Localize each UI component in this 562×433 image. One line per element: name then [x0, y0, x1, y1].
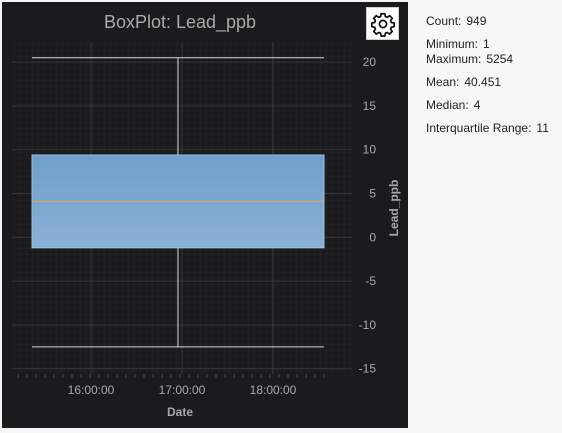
- y-tick-label: -10: [359, 318, 377, 332]
- stat-maximum-value: 5254: [486, 52, 514, 66]
- x-tick-label: 18:00:00: [250, 383, 297, 397]
- stat-minimum-label: Minimum:: [426, 37, 479, 51]
- stat-iqr-label: Interquartile Range:: [426, 121, 532, 135]
- box-plot-chart: -15 -10 -5 0 5 10 15 20 16:00:00 17:00:00 18:00:0…: [12, 12, 401, 419]
- y-tick-label: 0: [369, 230, 376, 244]
- x-tick-label: 16:00:00: [68, 383, 115, 397]
- x-axis-label: Date: [167, 405, 193, 419]
- stat-minimum: Minimum: 1: [426, 37, 549, 52]
- stat-maximum-label: Maximum:: [426, 52, 482, 66]
- settings-button[interactable]: [366, 7, 399, 40]
- y-tick-label: 10: [363, 143, 377, 157]
- stat-mean-value: 40.451: [464, 75, 502, 89]
- stat-count: Count: 949: [426, 14, 549, 29]
- y-tick-label: -15: [359, 362, 377, 376]
- y-tick-label: 5: [369, 187, 376, 201]
- stat-median-value: 4: [473, 98, 481, 112]
- x-minor-ticks: [17, 374, 325, 378]
- stat-maximum: Maximum: 5254: [426, 52, 549, 67]
- stat-minimum-value: 1: [483, 37, 490, 51]
- gear-icon: [370, 12, 395, 37]
- stat-median-label: Median:: [426, 98, 469, 112]
- y-axis-label: Lead_ppb: [387, 180, 401, 237]
- stat-count-value: 949: [466, 14, 487, 28]
- x-tick-label: 17:00:00: [159, 383, 206, 397]
- chart-title: BoxPlot: Lead_ppb: [104, 12, 256, 33]
- stat-count-label: Count:: [426, 14, 462, 28]
- stats-panel: Count: 949 Minimum: 1 Maximum: 5254 Mean: 40…: [426, 14, 549, 136]
- y-tick-label: -5: [365, 274, 376, 288]
- y-tick-label: 20: [363, 55, 377, 69]
- stat-mean-label: Mean:: [426, 75, 460, 89]
- chart-panel: -15 -10 -5 0 5 10 15 20 16:00:00 17:00:00 18:00:0…: [2, 2, 408, 428]
- stat-iqr-value: 11: [536, 121, 549, 135]
- y-tick-label: 15: [363, 99, 377, 113]
- stat-mean: Mean: 40.451: [426, 75, 549, 90]
- stat-iqr: Interquartile Range: 11: [426, 121, 549, 136]
- stat-median: Median: 4: [426, 98, 549, 113]
